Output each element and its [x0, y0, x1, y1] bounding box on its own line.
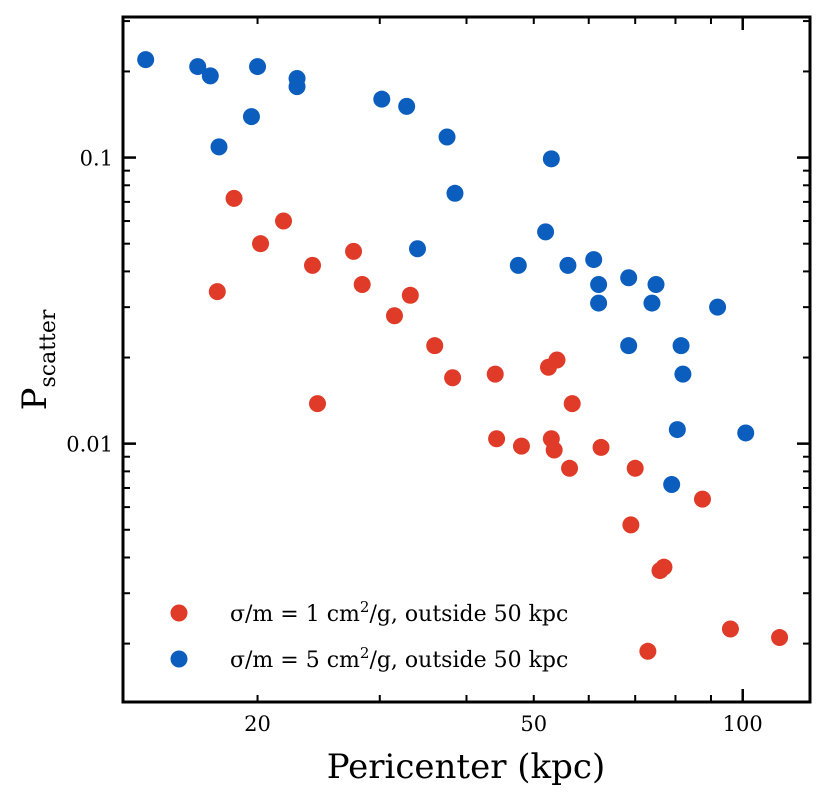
legend-marker: [170, 604, 188, 622]
point-sigma1: [561, 459, 579, 477]
y-tick-label: 0.01: [66, 433, 113, 457]
point-sigma5: [590, 275, 608, 293]
point-sigma1: [345, 242, 363, 260]
point-sigma5: [709, 298, 727, 316]
point-sigma5: [585, 251, 603, 269]
point-sigma5: [398, 97, 416, 115]
point-sigma1: [639, 642, 657, 660]
point-sigma5: [509, 256, 527, 274]
plot-frame: [121, 15, 812, 704]
point-sigma1: [626, 459, 644, 477]
point-sigma1: [488, 430, 506, 448]
point-sigma5: [373, 90, 391, 108]
point-sigma1: [771, 629, 789, 647]
point-sigma1: [622, 516, 640, 534]
point-sigma5: [643, 294, 661, 312]
point-sigma5: [737, 424, 755, 442]
x-axis-label: Pericenter (kpc): [327, 747, 605, 787]
point-sigma5: [663, 475, 681, 493]
point-sigma5: [620, 269, 638, 287]
point-sigma1: [545, 441, 563, 459]
legend-entry: σ/m = 1 cm2/g, outside 50 kpc: [230, 598, 568, 627]
legend-text-pre: σ/m = 5 cm: [230, 648, 360, 673]
tick-labels: 20 50 100 0.1 0.01: [66, 147, 763, 736]
point-sigma5: [620, 337, 638, 355]
point-sigma1: [721, 620, 739, 638]
point-sigma1: [252, 235, 270, 253]
point-sigma5: [647, 275, 665, 293]
y-tick-label: 0.1: [80, 147, 113, 171]
legend-entry: σ/m = 5 cm2/g, outside 50 kpc: [230, 644, 568, 673]
point-sigma5: [668, 421, 686, 439]
point-sigma5: [288, 78, 306, 96]
point-sigma5: [249, 58, 267, 76]
y-axis-label: Pscatter: [15, 309, 61, 410]
x-tick-label: 20: [244, 712, 271, 736]
point-sigma1: [444, 369, 462, 387]
legend-text-sup: 2: [360, 598, 370, 616]
point-sigma5: [542, 150, 560, 168]
point-sigma1: [548, 351, 566, 369]
point-sigma5: [189, 58, 207, 76]
point-sigma1: [486, 365, 504, 383]
y-axis-label-main: P: [15, 388, 55, 411]
point-sigma5: [537, 223, 555, 241]
point-sigma1: [385, 307, 403, 325]
legend-text-post: /g, outside 50 kpc: [369, 602, 568, 627]
legend-marker: [170, 650, 188, 668]
point-sigma5: [242, 108, 260, 126]
point-sigma1: [353, 275, 371, 293]
point-sigma5: [446, 184, 464, 202]
point-sigma5: [137, 51, 155, 69]
legend-text-sup: 2: [360, 644, 370, 662]
point-sigma5: [201, 67, 219, 85]
point-sigma1: [225, 189, 243, 207]
point-sigma5: [210, 138, 228, 156]
point-sigma1: [512, 437, 530, 455]
legend-text-pre: σ/m = 1 cm: [230, 602, 360, 627]
point-sigma1: [655, 558, 673, 576]
x-tick-label: 50: [520, 712, 547, 736]
legend-text-post: /g, outside 50 kpc: [369, 648, 568, 673]
point-sigma1: [401, 286, 419, 304]
point-sigma1: [304, 256, 322, 274]
axis-ticks: [123, 17, 810, 702]
point-sigma5: [559, 256, 577, 274]
y-axis-label-sub: scatter: [36, 309, 61, 387]
point-sigma5: [672, 337, 690, 355]
point-sigma5: [409, 240, 427, 258]
data-points: [137, 51, 789, 660]
point-sigma5: [438, 128, 456, 146]
point-sigma5: [674, 365, 692, 383]
point-sigma1: [693, 490, 711, 508]
point-sigma1: [275, 212, 293, 230]
point-sigma1: [563, 395, 581, 413]
point-sigma1: [426, 337, 444, 355]
point-sigma1: [208, 283, 226, 301]
point-sigma1: [592, 438, 610, 456]
point-sigma1: [308, 395, 326, 413]
point-sigma5: [590, 294, 608, 312]
x-tick-label: 100: [723, 712, 763, 736]
